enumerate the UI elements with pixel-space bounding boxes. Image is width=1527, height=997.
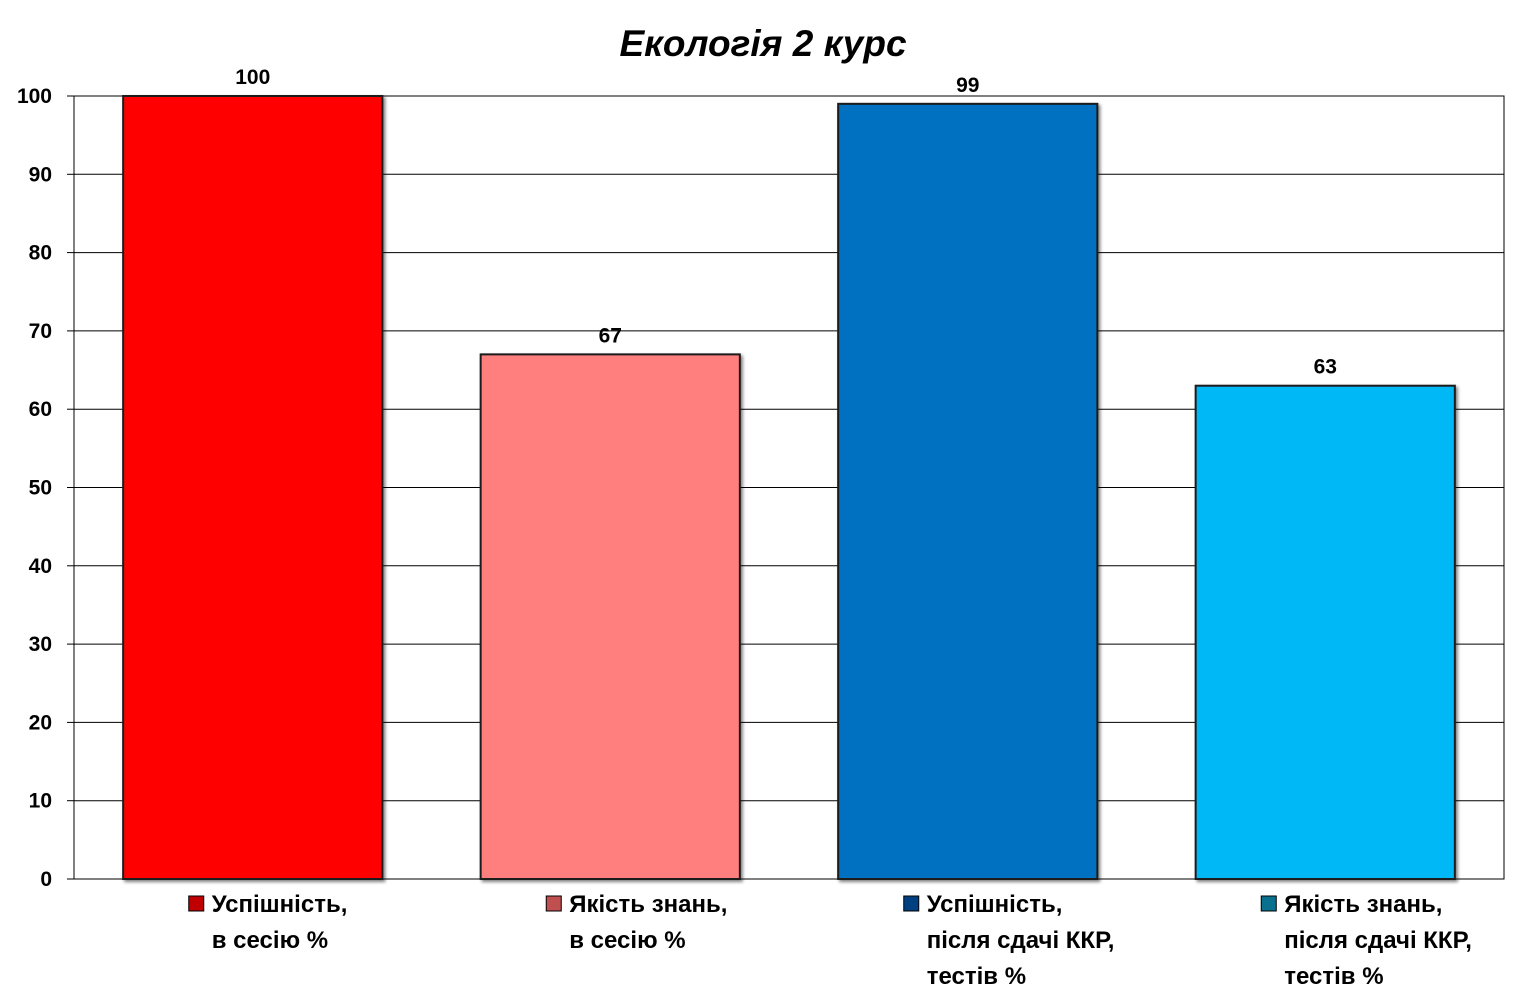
legend-label: після сдачі ККР, <box>927 927 1115 954</box>
legend-swatch <box>1260 895 1277 912</box>
data-label: 67 <box>599 324 622 347</box>
bars <box>122 95 1456 880</box>
y-tick-label: 10 <box>29 790 52 813</box>
bar <box>837 102 1099 880</box>
y-tick-label: 0 <box>40 868 52 891</box>
y-tick-label: 60 <box>29 398 52 421</box>
y-tick-label: 50 <box>29 477 52 500</box>
legend: Успішність, в сесію % Якість знань, в сесію… <box>188 891 1472 990</box>
bar <box>1194 384 1456 880</box>
legend-label: тестів % <box>927 963 1026 990</box>
y-tick-label: 20 <box>29 711 52 734</box>
legend-swatch <box>188 895 205 912</box>
bar <box>122 95 384 880</box>
data-label: 63 <box>1314 356 1337 379</box>
y-tick-label: 40 <box>29 555 52 578</box>
chart-title: Екологія 2 курс <box>619 23 906 64</box>
legend-swatch <box>903 895 920 912</box>
data-labels: 100 67 99 63 <box>235 66 1337 379</box>
legend-label: після сдачі ККР, <box>1284 927 1472 954</box>
data-label: 100 <box>235 66 270 89</box>
legend-swatch <box>545 895 562 912</box>
legend-label: в сесію % <box>569 927 685 954</box>
y-tick-label: 70 <box>29 320 52 343</box>
y-tick-label: 90 <box>29 163 52 186</box>
legend-label: Успішність, <box>212 891 348 918</box>
legend-label: Якість знань, <box>1284 891 1442 918</box>
y-axis: 0 10 20 30 40 50 60 70 80 90 100 <box>17 85 74 891</box>
legend-label: Якість знань, <box>569 891 727 918</box>
legend-label: Успішність, <box>927 891 1063 918</box>
y-tick-label: 100 <box>17 85 52 108</box>
y-tick-label: 80 <box>29 242 52 265</box>
legend-label: тестів % <box>1284 963 1383 990</box>
bar <box>479 353 741 880</box>
y-tick-label: 30 <box>29 633 52 656</box>
legend-label: в сесію % <box>212 927 328 954</box>
data-label: 99 <box>956 74 979 97</box>
